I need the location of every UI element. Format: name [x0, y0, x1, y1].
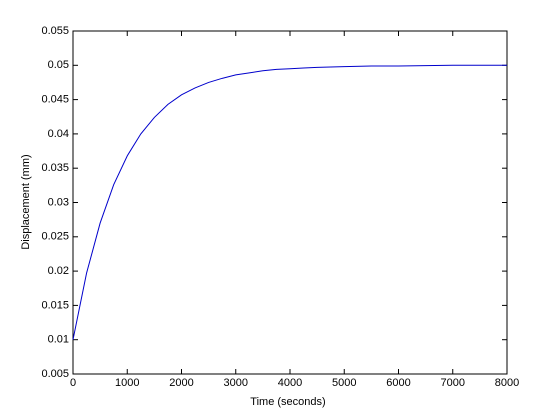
- y-tick-label: 0.03: [48, 196, 69, 208]
- x-tick-label: 0: [70, 377, 76, 389]
- y-tick-label: 0.025: [41, 231, 69, 243]
- x-axis-label: Time (seconds): [250, 396, 325, 408]
- y-tick-label: 0.05: [48, 59, 69, 71]
- data-line: [72, 64, 507, 340]
- x-tick-label: 7000: [441, 377, 465, 389]
- y-tick-label: 0.045: [41, 94, 69, 106]
- y-tick-label: 0.02: [48, 265, 69, 277]
- x-tick-label: 8000: [495, 377, 519, 389]
- y-tick-label: 0.005: [41, 368, 69, 380]
- x-tick-label: 4000: [278, 377, 302, 389]
- y-axis-label: Displacement (mm): [20, 154, 32, 249]
- x-tick-label: 6000: [386, 377, 410, 389]
- x-tick-label: 3000: [224, 377, 248, 389]
- x-tick-label: 5000: [332, 377, 356, 389]
- x-tick-label: 1000: [115, 377, 139, 389]
- y-tick-label: 0.015: [41, 299, 69, 311]
- y-tick-label: 0.04: [48, 128, 69, 140]
- plot-box: [72, 30, 508, 375]
- x-tick-label: 2000: [169, 377, 193, 389]
- y-tick-label: 0.035: [41, 162, 69, 174]
- y-tick-label: 0.01: [48, 334, 69, 346]
- y-tick-label: 0.055: [41, 25, 69, 37]
